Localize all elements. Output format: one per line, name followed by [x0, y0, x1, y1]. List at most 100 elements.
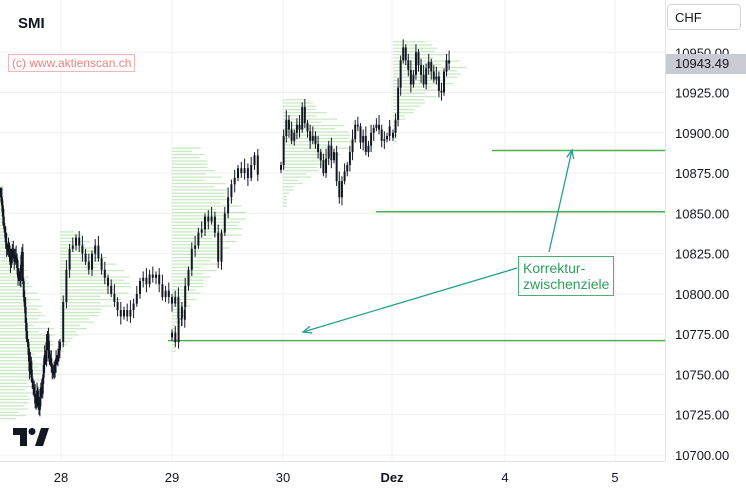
profile-bar	[172, 173, 206, 175]
candle-body	[399, 60, 402, 88]
profile-bar	[0, 324, 34, 326]
candle-body	[123, 310, 125, 317]
candle-body	[437, 76, 440, 91]
candle-body	[50, 358, 53, 367]
profile-bar	[0, 302, 30, 304]
profile-bar	[60, 247, 97, 249]
profile-bar	[172, 192, 225, 194]
candle-body	[348, 152, 351, 166]
candle-body	[148, 274, 151, 285]
candle-body	[317, 144, 320, 153]
candle-body	[132, 303, 135, 311]
candle-body	[237, 168, 239, 178]
profile-bar	[283, 160, 330, 162]
profile-bar	[283, 173, 307, 175]
candle-body	[233, 177, 236, 185]
profile-bar	[0, 414, 26, 417]
candle-body	[394, 119, 397, 133]
candle-body	[129, 310, 132, 317]
profile-bar	[172, 324, 177, 326]
candle-body	[346, 165, 349, 172]
profile-bar	[172, 182, 226, 185]
profile-bar	[283, 205, 287, 207]
candle-body	[372, 127, 375, 133]
time-axis[interactable]: 28 29 30 Dez 4 5	[54, 470, 619, 485]
profile-bar	[393, 44, 433, 46]
profile-bar	[283, 141, 357, 143]
candle-body	[327, 145, 330, 159]
candle-body	[87, 261, 90, 270]
profile-bar	[172, 247, 230, 249]
profile-bar	[0, 292, 38, 294]
profile-bar	[283, 199, 287, 201]
price-axis[interactable]: 10700.00 10725.00 10750.00 10775.00 10800.00…	[675, 45, 729, 463]
profile-bar	[60, 234, 84, 236]
time-tick-label: Dez	[380, 470, 404, 485]
profile-bar	[172, 250, 222, 252]
candle-body	[243, 168, 246, 174]
candle-body	[31, 377, 34, 383]
arrow-head	[566, 148, 575, 159]
price-tick-label: 10850.00	[675, 206, 729, 221]
profile-bar	[60, 315, 99, 317]
profile-bar	[172, 234, 242, 236]
profile-bar	[0, 305, 42, 307]
profile-bar	[172, 189, 227, 191]
profile-bar	[60, 231, 75, 233]
candle-body	[230, 184, 233, 198]
profile-bar	[393, 60, 460, 62]
candle-body	[250, 165, 253, 178]
candle-body	[422, 74, 425, 85]
profile-bar	[172, 150, 192, 152]
profile-bar	[0, 373, 42, 375]
time-tick-label: 5	[611, 470, 618, 485]
candle-body	[359, 126, 362, 143]
profile-bar	[0, 311, 42, 314]
profile-bar	[60, 308, 102, 310]
profile-bar	[60, 289, 116, 291]
candle-body	[35, 400, 38, 404]
profile-bar	[0, 221, 5, 223]
profile-bar	[60, 327, 87, 330]
candle-body	[3, 226, 6, 233]
profile-bar	[393, 47, 438, 49]
profile-bar	[60, 318, 90, 320]
candle-body	[370, 132, 373, 146]
candle-body	[33, 387, 36, 394]
candle-body	[293, 132, 296, 141]
candle-body	[139, 281, 141, 294]
candle-body	[174, 332, 177, 343]
candle-body	[213, 216, 216, 233]
profile-bar	[393, 57, 434, 59]
profile-bar	[283, 128, 336, 130]
candle-body	[113, 293, 116, 302]
profile-bar	[172, 276, 211, 278]
profile-bar	[0, 269, 28, 272]
profile-bar	[172, 266, 201, 268]
candle-body	[207, 216, 210, 222]
candle-body	[435, 76, 438, 80]
candle-body	[430, 61, 433, 72]
candle-body	[397, 87, 400, 120]
profile-bar	[172, 160, 208, 162]
currency-selector[interactable]: CHF	[667, 4, 741, 30]
last-price-badge: 10943.49	[666, 54, 746, 74]
candle-body	[378, 124, 381, 130]
profile-bar	[283, 105, 317, 107]
profile-bar	[172, 163, 208, 165]
profile-bar	[60, 334, 79, 336]
candle-body	[155, 274, 157, 278]
candle-body	[290, 129, 293, 141]
tradingview-logo-icon[interactable]	[13, 428, 49, 446]
candle-body	[314, 136, 317, 145]
profile-bar	[60, 286, 132, 288]
annotation-line-2: zwischenziele	[523, 276, 610, 292]
profile-bar	[283, 170, 319, 172]
candle-body	[183, 310, 186, 320]
candle-body	[135, 293, 138, 304]
candle-body	[21, 252, 24, 282]
candle-body	[161, 284, 164, 298]
profile-bar	[172, 257, 223, 259]
candle-body	[362, 136, 365, 143]
